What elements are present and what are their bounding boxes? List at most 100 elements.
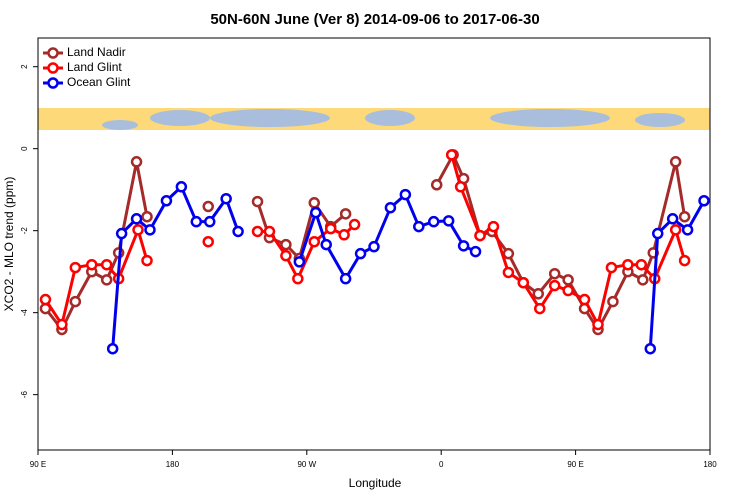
y-tick-label: -6 <box>20 391 29 399</box>
point <box>562 274 574 286</box>
point <box>669 156 682 168</box>
point <box>457 240 470 252</box>
point <box>348 218 361 231</box>
plot-frame <box>37 37 711 451</box>
point <box>132 224 144 236</box>
point <box>445 149 458 161</box>
legend-marker <box>47 77 59 89</box>
point <box>592 318 604 331</box>
point <box>141 254 153 267</box>
point <box>678 210 691 223</box>
point <box>69 295 82 308</box>
y-tick-label: 2 <box>20 64 29 69</box>
point <box>517 276 530 289</box>
point <box>502 266 515 279</box>
point <box>220 192 232 205</box>
point <box>202 200 214 213</box>
point <box>681 224 694 236</box>
point <box>338 229 350 241</box>
point <box>141 210 153 223</box>
y-axis-label: XCO2 - MLO trend (ppm) <box>2 177 16 312</box>
point <box>399 188 412 201</box>
point <box>427 215 440 228</box>
point <box>310 206 322 219</box>
point <box>644 342 657 355</box>
point <box>86 258 98 271</box>
point <box>635 258 648 271</box>
point <box>384 201 397 214</box>
point <box>442 215 455 227</box>
point <box>100 258 113 271</box>
point <box>578 293 591 306</box>
map-strip <box>38 108 710 130</box>
point <box>175 181 188 193</box>
point <box>144 224 156 236</box>
point <box>324 222 337 235</box>
legend-label: Land Nadir <box>67 45 126 59</box>
x-tick-label: 90 E <box>567 460 583 469</box>
point <box>130 213 143 225</box>
x-tick-label: 90 W <box>297 460 316 469</box>
point <box>607 295 619 308</box>
point <box>160 195 173 207</box>
point <box>202 235 214 248</box>
point <box>637 274 649 286</box>
point <box>678 254 691 267</box>
point <box>605 261 618 274</box>
point <box>130 156 143 168</box>
legend-marker <box>47 62 59 74</box>
point <box>622 258 634 271</box>
y-tick-label: -2 <box>20 227 29 235</box>
point <box>487 220 500 233</box>
point <box>190 215 203 228</box>
point <box>56 318 68 331</box>
point <box>666 213 679 225</box>
point <box>502 247 515 260</box>
point <box>430 179 443 191</box>
point <box>651 227 664 240</box>
point <box>251 225 264 238</box>
point <box>115 227 128 240</box>
point <box>69 261 82 274</box>
point <box>106 342 119 355</box>
legend-label: Ocean Glint <box>67 75 131 89</box>
point <box>532 288 545 300</box>
point <box>251 195 264 208</box>
x-tick-label: 180 <box>703 460 717 469</box>
y-tick-label: -4 <box>20 309 29 317</box>
point <box>339 208 352 220</box>
point <box>669 224 682 236</box>
point <box>534 302 546 315</box>
point <box>454 181 467 193</box>
point <box>469 245 482 258</box>
point <box>474 229 486 242</box>
point <box>320 238 332 251</box>
point <box>232 225 244 238</box>
legend-marker <box>47 47 59 59</box>
chart-title: 50N-60N June (Ver 8) 2014-09-06 to 2017-… <box>210 11 539 28</box>
point <box>339 272 352 285</box>
point <box>698 195 710 207</box>
point <box>293 256 306 268</box>
point <box>548 279 561 292</box>
point <box>292 272 304 285</box>
point <box>562 284 574 297</box>
point <box>100 274 113 286</box>
x-tick-label: 0 <box>439 460 444 469</box>
point <box>308 235 321 248</box>
point <box>308 197 321 209</box>
x-tick-label: 180 <box>166 460 180 469</box>
point <box>548 267 561 280</box>
point <box>354 247 367 260</box>
y-tick-label: 0 <box>20 146 29 151</box>
legend-label: Land Glint <box>67 60 122 74</box>
point <box>368 240 380 253</box>
point <box>39 293 52 306</box>
point <box>280 249 292 262</box>
point <box>280 238 292 251</box>
point <box>263 225 276 238</box>
x-tick-label: 90 E <box>30 460 46 469</box>
point <box>413 220 425 233</box>
x-axis-label: Longitude <box>349 476 402 490</box>
